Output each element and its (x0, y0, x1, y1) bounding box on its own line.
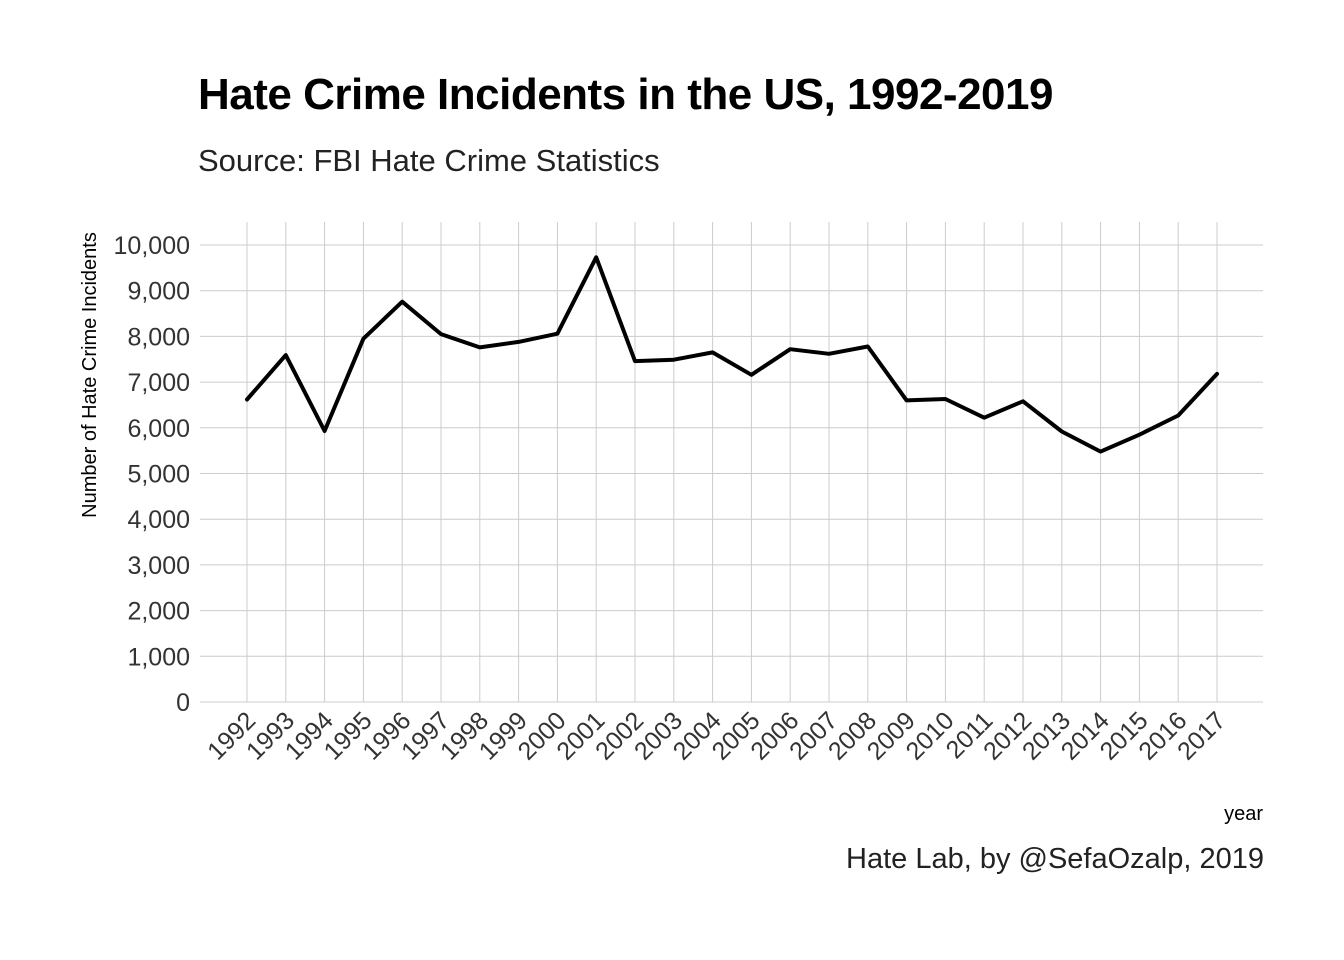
data-point (1137, 433, 1141, 437)
grid-lines (200, 222, 1263, 703)
data-point (982, 416, 986, 420)
y-tick-label: 3,000 (127, 552, 190, 580)
data-point (439, 332, 443, 336)
chart-subtitle: Source: FBI Hate Crime Statistics (198, 143, 660, 178)
y-tick-label: 10,000 (114, 232, 190, 260)
data-point (323, 429, 327, 433)
y-axis-ticks: 0 1,000 2,000 3,000 4,000 5,000 6,000 7,000 8,00… (114, 232, 190, 717)
data-point (594, 255, 598, 259)
data-point (517, 340, 521, 344)
data-point (788, 347, 792, 351)
data-point (672, 358, 676, 362)
data-point (245, 397, 249, 401)
data-point (943, 397, 947, 401)
data-point (1021, 399, 1025, 403)
y-tick-label: 7,000 (127, 369, 190, 397)
y-tick-label: 2,000 (127, 598, 190, 626)
data-point (1060, 429, 1064, 433)
x-axis-ticks: 1992199319941995199619971998199920002001… (202, 706, 1231, 765)
series-layer (245, 255, 1219, 454)
data-point (749, 373, 753, 377)
chart-title: Hate Crime Incidents in the US, 1992-201… (198, 70, 1053, 119)
y-tick-label: 4,000 (127, 506, 190, 534)
data-point (1176, 413, 1180, 417)
y-tick-label: 0 (176, 689, 190, 717)
x-axis-title: year (1224, 803, 1263, 825)
data-point (905, 398, 909, 402)
data-point (555, 332, 559, 336)
y-axis-title: Number of Hate Crime Incidents (79, 232, 101, 518)
data-point (711, 350, 715, 354)
data-point (866, 344, 870, 348)
data-point (1215, 372, 1219, 376)
y-tick-label: 8,000 (127, 323, 190, 351)
y-tick-label: 5,000 (127, 461, 190, 489)
data-point (1099, 450, 1103, 454)
y-tick-label: 6,000 (127, 415, 190, 443)
data-point (400, 300, 404, 304)
data-point (478, 345, 482, 349)
data-point (633, 359, 637, 363)
series-line (245, 255, 1219, 454)
y-tick-label: 1,000 (127, 643, 190, 671)
data-point (284, 353, 288, 357)
data-point (361, 337, 365, 341)
data-point (827, 352, 831, 356)
y-tick-label: 9,000 (127, 278, 190, 306)
chart-caption: Hate Lab, by @SefaOzalp, 2019 (846, 843, 1264, 875)
